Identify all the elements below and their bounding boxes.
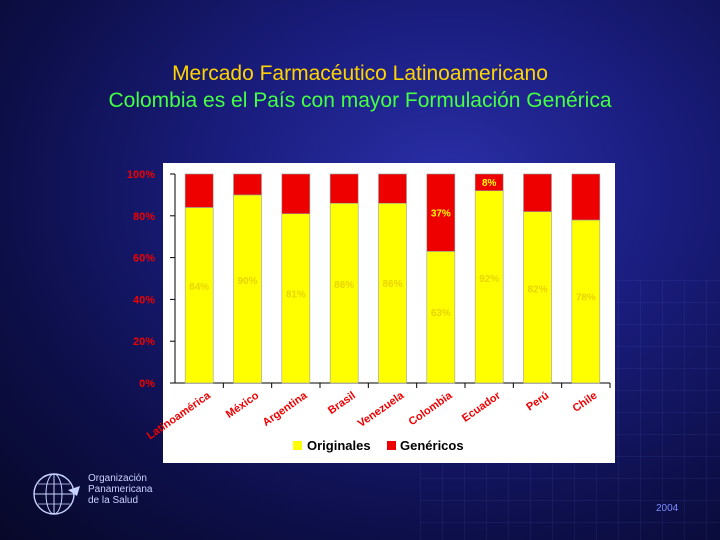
data-label-genericos: 22%: [576, 190, 596, 201]
legend-label-originales: Originales: [307, 438, 371, 453]
bar-genericos: [426, 173, 456, 252]
y-tick-label: 20%: [133, 336, 155, 348]
data-label-genericos: 14%: [382, 180, 402, 191]
bar-originales: [233, 194, 262, 384]
category-label: Argentina: [261, 389, 311, 429]
bar-originales: [523, 211, 552, 384]
bar-genericos: [281, 173, 311, 215]
bar-originales: [329, 202, 359, 384]
data-label-originales: 86%: [382, 279, 402, 290]
data-label-originales: 86%: [334, 280, 354, 291]
bar-genericos: [523, 173, 552, 212]
bar-genericos: [233, 173, 262, 196]
legend-swatch-genericos: [387, 441, 396, 450]
data-label-originales: 63%: [431, 308, 451, 319]
bar-genericos: [571, 173, 601, 221]
slide-year: 2004: [656, 503, 679, 514]
bar-originales: [281, 213, 311, 384]
category-label: Ecuador: [460, 389, 504, 424]
category-label: México: [224, 389, 262, 420]
legend-label-genericos: Genéricos: [400, 438, 464, 453]
bar-genericos: [184, 173, 214, 208]
paho-globe-icon: [33, 473, 80, 515]
data-label-originales: 81%: [286, 289, 306, 300]
category-label: Chile: [571, 390, 600, 415]
slide-title: Mercado Farmacéutico Latinoamericano: [172, 62, 548, 85]
organization-line: Panamericana: [88, 484, 153, 495]
data-label-genericos: 16%: [189, 182, 209, 193]
y-tick-label: 40%: [133, 294, 155, 306]
data-label-genericos: 14%: [334, 184, 354, 195]
category-label: Brasil: [326, 390, 358, 417]
bar-originales: [571, 219, 601, 384]
bar-genericos: [329, 173, 359, 204]
organization-line: Organización: [88, 473, 147, 484]
bar-originales: [184, 207, 214, 384]
legend-swatch-originales: [293, 441, 302, 450]
data-label-genericos: 37%: [431, 209, 451, 220]
data-label-genericos: 10%: [237, 180, 257, 191]
bar-genericos: [474, 173, 504, 192]
y-tick-label: 100%: [127, 169, 155, 181]
bar-genericos: [378, 173, 407, 204]
bar-originales: [378, 202, 407, 384]
slide-subtitle: Colombia es el País con mayor Formulació…: [108, 89, 612, 112]
bar-originales: [474, 190, 504, 384]
data-label-originales: 78%: [576, 292, 596, 303]
data-label-originales: 90%: [237, 276, 257, 287]
category-label: Latinoamérica: [145, 389, 214, 442]
data-label-genericos: 18%: [527, 182, 547, 193]
data-label-genericos: 19%: [286, 187, 306, 198]
y-tick-label: 80%: [133, 211, 155, 223]
category-label: Colombia: [407, 389, 456, 428]
category-label: Perú: [524, 390, 551, 414]
data-label-originales: 82%: [527, 284, 547, 295]
bar-originales: [426, 251, 456, 384]
organization-name: Organización Panamericana de la Salud: [88, 473, 152, 506]
data-label-originales: 84%: [189, 282, 209, 293]
organization-line: de la Salud: [88, 495, 139, 506]
data-label-originales: 92%: [479, 274, 499, 285]
category-label: Venezuela: [356, 389, 407, 430]
data-label-genericos: 8%: [482, 178, 497, 189]
y-tick-label: 60%: [133, 253, 155, 265]
y-tick-label: 0%: [139, 378, 155, 390]
